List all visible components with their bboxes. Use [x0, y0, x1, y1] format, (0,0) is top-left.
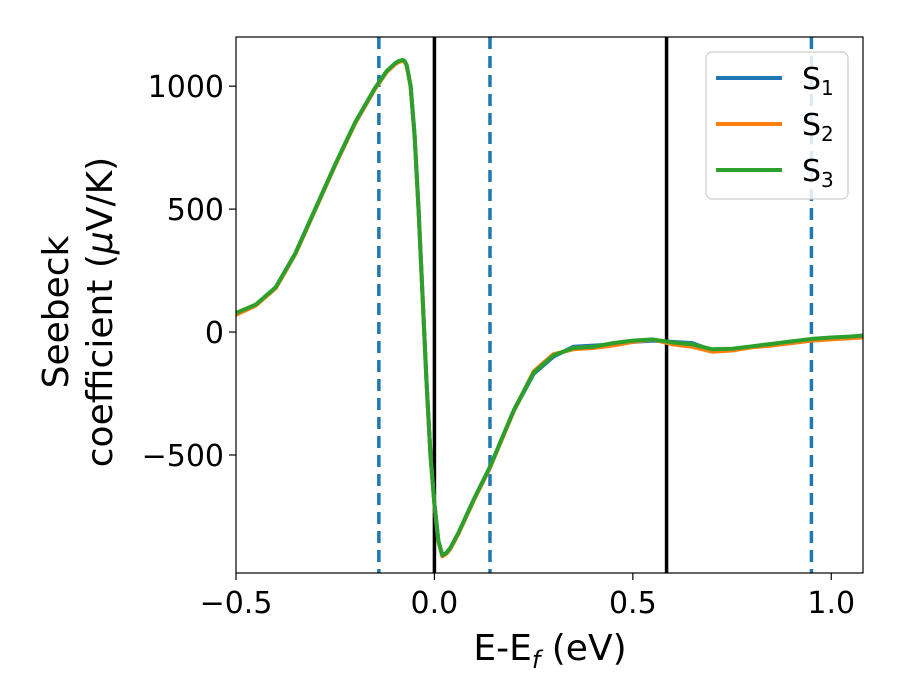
y-axis-label-line2: coefficient (μV/K) — [80, 157, 121, 467]
legend-label-s3: S3 — [802, 154, 834, 192]
y-tick-label: −500 — [142, 439, 224, 474]
y-tick-label: 0 — [205, 316, 224, 351]
y-axis-label: Seebeck coefficient (μV/K) — [36, 157, 121, 467]
x-tick-label: 0.0 — [411, 586, 459, 621]
x-tick-label: −0.5 — [200, 586, 273, 621]
x-tick-label: 1.0 — [807, 586, 855, 621]
mu-symbol: μ — [80, 231, 121, 255]
reference-lines — [377, 37, 814, 573]
y-tick-label: 1000 — [148, 70, 224, 105]
y-tick-label: 500 — [167, 193, 224, 228]
series-lines — [236, 57, 863, 559]
y-axis-ticks: −500 0 500 1000 — [142, 70, 236, 474]
y-axis-label-line1: Seebeck — [36, 235, 77, 388]
plot-frame — [235, 36, 864, 574]
x-tick-label: 0.5 — [609, 586, 657, 621]
x-axis-label: E-Ef (eV) — [473, 628, 626, 674]
legend: S1 S2 S3 — [705, 51, 849, 200]
x-axis-label-unit: (eV) — [540, 628, 626, 669]
legend-label-s1: S1 — [802, 62, 834, 100]
series-line-s3 — [236, 57, 863, 558]
x-axis-ticks: −0.5 0.0 0.5 1.0 — [200, 573, 855, 621]
legend-label-s2: S2 — [802, 108, 834, 146]
